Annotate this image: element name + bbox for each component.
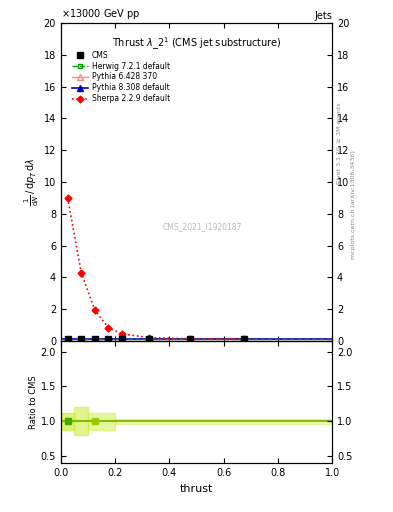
Text: Rivet 3.1.10, ≥ 3M events: Rivet 3.1.10, ≥ 3M events — [337, 102, 342, 184]
Text: $\times$13000 GeV pp: $\times$13000 GeV pp — [61, 8, 140, 22]
Text: Jets: Jets — [314, 11, 332, 22]
X-axis label: thrust: thrust — [180, 484, 213, 494]
Legend: CMS, Herwig 7.2.1 default, Pythia 6.428 370, Pythia 8.308 default, Sherpa 2.2.9 : CMS, Herwig 7.2.1 default, Pythia 6.428 … — [70, 49, 171, 105]
Y-axis label: Ratio to CMS: Ratio to CMS — [29, 375, 38, 429]
Y-axis label: $\frac{1}{\mathrm{d}N}\,/\,\mathrm{d}p_T\,\mathrm{d}\lambda$: $\frac{1}{\mathrm{d}N}\,/\,\mathrm{d}p_T… — [23, 158, 41, 206]
Text: mcplots.cern.ch [arXiv:1306.3436]: mcplots.cern.ch [arXiv:1306.3436] — [351, 151, 356, 259]
Text: CMS_2021_I1920187: CMS_2021_I1920187 — [162, 222, 242, 231]
Text: Thrust $\lambda\_2^1$ (CMS jet substructure): Thrust $\lambda\_2^1$ (CMS jet substruct… — [112, 36, 281, 52]
